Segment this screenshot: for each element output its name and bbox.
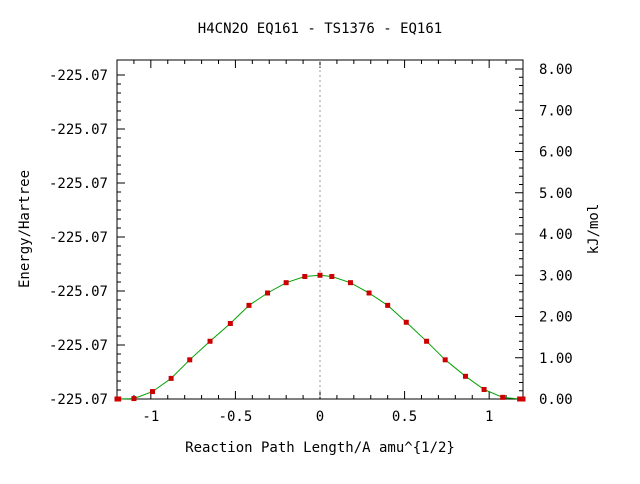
y-tick-label-left: -225.07 (49, 230, 108, 246)
y-tick-label-right: 0.00 (539, 392, 573, 408)
data-point (403, 319, 409, 325)
y-tick-label-left: -225.07 (49, 176, 108, 192)
data-point (317, 272, 323, 278)
data-point (520, 396, 526, 402)
x-axis-label: Reaction Path Length/A amu^{1/2} (185, 440, 455, 456)
y-tick-label-right: 2.00 (539, 310, 573, 326)
y-tick-label-right: 3.00 (539, 268, 573, 284)
data-point (116, 396, 122, 402)
axes: -1 -0.5 0 0.5 1 0.00 1.00 2.00 3.00 4.00 5.00 6.00 7… (49, 60, 573, 425)
y-tick-label-right: 1.00 (539, 351, 573, 367)
x-tick-label: 0 (316, 409, 324, 425)
data-marks (114, 60, 526, 402)
chart-title: H4CN2O EQ161 - TS1376 - EQ161 (198, 21, 442, 37)
y-tick-label-right: 4.00 (539, 227, 573, 243)
data-point (265, 290, 271, 296)
data-point (347, 280, 353, 286)
data-point (462, 373, 468, 379)
y-tick-label-right: 5.00 (539, 186, 573, 202)
y-axis-label-left: Energy/Hartree (17, 170, 33, 288)
y-tick-label-right: 8.00 (539, 62, 573, 78)
data-point (168, 375, 174, 381)
data-point (246, 302, 252, 308)
y-tick-label-left: -225.07 (49, 284, 108, 300)
x-tick-label: 1 (485, 409, 493, 425)
data-point (481, 387, 487, 393)
y-tick-label-right: 6.00 (539, 145, 573, 161)
data-point (283, 280, 289, 286)
data-point (517, 396, 523, 402)
x-tick-label: 0.5 (392, 409, 417, 425)
data-point (442, 357, 448, 363)
data-point (227, 321, 233, 327)
data-point (131, 396, 137, 402)
x-tick-label: -0.5 (219, 409, 253, 425)
y-axis-label-right: kJ/mol (586, 204, 602, 255)
data-point (150, 389, 156, 395)
data-point (385, 302, 391, 308)
data-point (207, 338, 213, 344)
y-tick-label-left: -225.07 (49, 392, 108, 408)
data-point (424, 338, 430, 344)
data-point (302, 273, 308, 279)
data-point (366, 290, 372, 296)
y-tick-label-left: -225.07 (49, 122, 108, 138)
y-tick-label-left: -225.07 (49, 68, 108, 84)
x-tick-label: -1 (142, 409, 159, 425)
data-point (187, 357, 193, 363)
data-point (500, 394, 506, 400)
y-tick-label-right: 7.00 (539, 103, 573, 119)
data-point (329, 273, 335, 279)
y-tick-label-left: -225.07 (49, 338, 108, 354)
